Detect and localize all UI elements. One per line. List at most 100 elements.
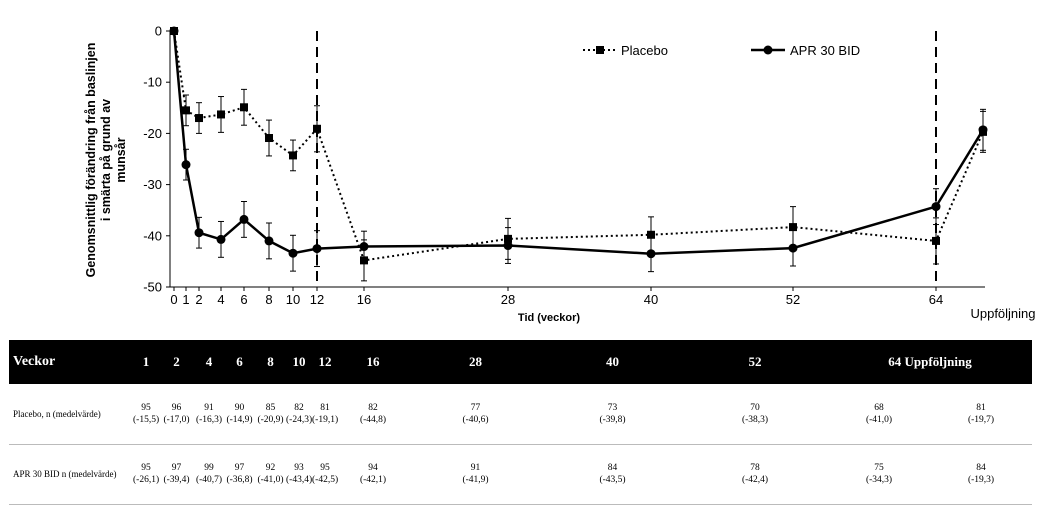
data-point xyxy=(265,134,273,143)
table-cell-n: 70 xyxy=(750,402,760,413)
table-cell-n: 96 xyxy=(171,402,182,413)
table-row-label: Placebo, n (medelvärde) xyxy=(13,408,101,419)
table-cell: 95 (-26,1) xyxy=(133,444,159,504)
table-cell-n: 81 xyxy=(320,402,330,413)
table-cell-dual-wrap: 68 (-41,0) 81 (-19,7) xyxy=(828,402,1032,426)
table-row: Placebo, n (medelvärde) 95 (-15,5) 96 (-17,0… xyxy=(9,384,1032,444)
table-cell: 81 (-19,1) xyxy=(312,384,338,444)
table-cell-values: 81 (-19,7) xyxy=(968,402,994,426)
table-cell-n: 84 xyxy=(976,463,986,473)
table-cell-values: 94 (-42,1) xyxy=(338,462,408,486)
table-cell: 73 (-39,8) xyxy=(543,384,682,444)
table-cell: 99 (-40,7) xyxy=(194,444,224,504)
y-tick-label: -50 xyxy=(143,280,162,295)
table-cell-values: 68 (-41,0) xyxy=(866,402,892,426)
legend-swatch-marker xyxy=(763,45,773,55)
table-cell-n: 81 xyxy=(976,402,986,413)
legend-swatch-marker xyxy=(596,46,604,54)
table-cell: 85 (-20,9) xyxy=(255,384,286,444)
data-point xyxy=(289,151,297,160)
data-point xyxy=(359,242,369,252)
x-tick-label: 28 xyxy=(501,292,515,307)
table-cell-n: 97 xyxy=(234,463,245,473)
table-cell-mean: (-16,3) xyxy=(195,414,223,425)
table-cell-n: 93 xyxy=(294,463,304,473)
table-cell-mean: (-44,8) xyxy=(359,414,387,425)
table-cell-n: 97 xyxy=(171,463,182,473)
table-cell-values: 84 (-19,3) xyxy=(968,462,994,486)
table-cell-mean: (-15,5) xyxy=(133,414,160,425)
table-cell-n: 73 xyxy=(607,402,618,413)
table-header-row: Veckor 1 2 4 6 8 10 12 16 28 40 52 64 Up… xyxy=(9,340,1032,384)
series-apr-30-bid xyxy=(169,26,988,273)
table-header-week: 8 xyxy=(267,354,274,369)
data-point xyxy=(194,228,204,238)
x-tick-label: 12 xyxy=(310,292,324,307)
table-cell-n: 68 xyxy=(874,402,884,413)
axes xyxy=(169,31,985,288)
table-header-week: 1 xyxy=(142,354,150,369)
table-header-label: Veckor xyxy=(13,354,56,369)
data-point xyxy=(240,103,248,112)
table-cell-n: 99 xyxy=(204,463,214,473)
y-tick-label: -30 xyxy=(143,177,162,192)
table-cell: 92 (-41,0) xyxy=(255,444,286,504)
table-row: APR 30 BID n (medelvärde) 95 (-26,1) 97 (-39… xyxy=(9,444,1032,504)
table-row-label: APR 30 BID n (medelvärde) xyxy=(13,469,117,479)
table-cell: 96 (-17,0) xyxy=(159,384,194,444)
table-cell-n: 91 xyxy=(470,463,481,473)
data-point xyxy=(647,230,655,239)
y-axis-label: Genomsnittlig förändring från baslinjeni… xyxy=(84,43,128,278)
table-header-week: 10 xyxy=(292,354,306,369)
table-header-week: 12 xyxy=(318,354,332,369)
table-cell: 82 (-24,3) xyxy=(286,384,312,444)
table-header-week: 28 xyxy=(469,354,482,369)
table-cell-values: 95 (-26,1) xyxy=(133,462,159,486)
table-cell-values: 90 (-14,9) xyxy=(224,402,255,426)
y-axis-label-text: Genomsnittlig förändring från baslinjeni… xyxy=(84,43,128,278)
data-point xyxy=(217,110,225,119)
table-cell: 90 (-14,9) xyxy=(224,384,255,444)
table-cell-values: 77 (-40,6) xyxy=(408,402,543,426)
table-cell-dual-wrap: 75 (-34,3) 84 (-19,3) xyxy=(828,462,1032,486)
table-cell-n: 82 xyxy=(368,402,378,413)
table-cell-mean: (-41,0) xyxy=(257,475,284,485)
table-cell-n: 75 xyxy=(874,463,884,473)
table-cell-values: 93 (-43,4) xyxy=(286,462,312,486)
x-tick-label: 10 xyxy=(286,292,300,307)
data-point xyxy=(169,26,179,36)
table-cell-values: 99 (-40,7) xyxy=(194,462,224,486)
table-cell: 97 (-39,4) xyxy=(159,444,194,504)
table-cell: 97 (-36,8) xyxy=(224,444,255,504)
x-tick-label: 4 xyxy=(217,292,224,307)
table-cell-values: 75 (-34,3) xyxy=(866,462,892,486)
table-cell-mean: (-43,4) xyxy=(286,475,313,485)
data-point xyxy=(789,223,797,232)
table-header-week: 4 xyxy=(205,354,213,369)
table-cell: 78 (-42,4) xyxy=(682,444,828,504)
table-cell: 91 (-41,9) xyxy=(408,444,543,504)
table-cell-mean: (-42,1) xyxy=(359,475,387,485)
data-point xyxy=(932,236,940,245)
series-line xyxy=(172,30,985,255)
x-tick-label: 2 xyxy=(195,292,202,307)
x-tick-label: 1 xyxy=(182,292,189,307)
table-cell-mean: (-39,8) xyxy=(599,414,626,425)
table-cell-values: 96 (-17,0) xyxy=(159,402,194,426)
table-cell-n: 95 xyxy=(141,402,151,413)
table-cell-mean: (-40,6) xyxy=(462,414,489,425)
data-point xyxy=(216,234,226,244)
table-cell-mean: (-36,8) xyxy=(226,475,253,485)
table-cell-values: 97 (-39,4) xyxy=(159,462,194,486)
table-cell-n: 78 xyxy=(750,463,760,473)
table-header-week: 6 xyxy=(236,354,243,369)
table-cell-values: 91 (-16,3) xyxy=(194,402,224,426)
y-tick-label: -20 xyxy=(143,126,162,141)
table-cell: 95 (-15,5) xyxy=(133,384,159,444)
table-cell-values: 97 (-36,8) xyxy=(224,462,255,486)
table-cell-mean: (-41,0) xyxy=(865,414,893,425)
x-tick-label: 8 xyxy=(265,292,272,307)
table-header-week: 40 xyxy=(606,354,619,369)
data-point xyxy=(312,244,322,254)
